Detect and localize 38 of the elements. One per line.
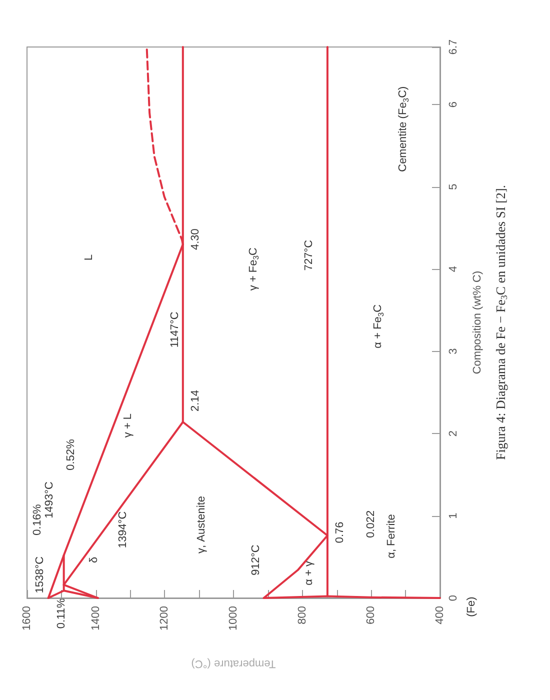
y-tick-label: 6.7 <box>448 39 460 55</box>
annotation: α, Ferrite <box>386 514 398 558</box>
text: Figura 4: Diagrama de Fe − Fe3C en unidades SI [2]. <box>493 184 509 460</box>
y-tick-label: 1 <box>448 512 460 519</box>
x-tick-label: 1600 <box>21 606 33 630</box>
x-axis-title: Temperature (°C) <box>191 658 276 670</box>
x-tick-label: 800 <box>296 606 308 624</box>
x-tick-label: 600 <box>365 606 378 624</box>
y-axis-title: Composition (wt% C) <box>472 270 484 374</box>
annotation: 0.16% <box>31 504 44 536</box>
annotation: γ + L <box>122 413 134 438</box>
annotation: 727°C <box>303 240 316 271</box>
annotation: 1538°C <box>34 556 46 594</box>
annotation: 0.022 <box>365 510 378 538</box>
annotation: 4.30 <box>190 228 202 250</box>
annotation: 2.14 <box>190 390 202 412</box>
annotation: γ, Austenite <box>195 496 208 554</box>
y-tick-label: 6 <box>448 102 460 108</box>
y-tick-label: 0 <box>448 594 460 602</box>
y-tick-label: 5 <box>448 184 460 190</box>
annotation: 1394°C <box>117 511 130 548</box>
y-tick-label: 3 <box>448 348 460 354</box>
annotation: δ <box>88 556 100 564</box>
annotation: α + γ <box>303 560 316 586</box>
x-tick-label: 1400 <box>90 606 102 630</box>
y-tick-label: 4 <box>448 266 460 272</box>
annotation: 1147°C <box>168 312 181 348</box>
annotation: 0.76 <box>334 522 346 544</box>
x-tick-label: 400 <box>434 606 446 624</box>
annotation: 0.11% <box>55 598 68 629</box>
text: (Fe) <box>465 596 478 617</box>
x-tick-label: 1000 <box>228 606 240 630</box>
annotation: L <box>82 254 95 261</box>
annotation: 1493°C <box>44 481 56 518</box>
y-tick-label: 2 <box>448 430 460 437</box>
annotation: 0.52% <box>64 438 77 470</box>
annotation: 912°C <box>250 544 262 576</box>
x-tick-label: 1200 <box>158 606 171 630</box>
